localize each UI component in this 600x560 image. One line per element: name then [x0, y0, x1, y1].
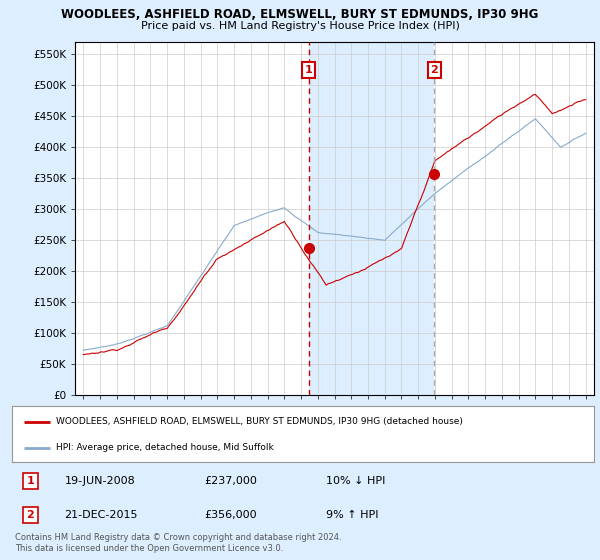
Text: Price paid vs. HM Land Registry's House Price Index (HPI): Price paid vs. HM Land Registry's House … — [140, 21, 460, 31]
Text: £237,000: £237,000 — [204, 476, 257, 486]
Text: 21-DEC-2015: 21-DEC-2015 — [64, 510, 138, 520]
Text: 10% ↓ HPI: 10% ↓ HPI — [326, 476, 386, 486]
Text: HPI: Average price, detached house, Mid Suffolk: HPI: Average price, detached house, Mid … — [56, 444, 274, 452]
Text: 2: 2 — [26, 510, 34, 520]
Text: 2: 2 — [431, 65, 439, 75]
Text: WOODLEES, ASHFIELD ROAD, ELMSWELL, BURY ST EDMUNDS, IP30 9HG: WOODLEES, ASHFIELD ROAD, ELMSWELL, BURY … — [61, 8, 539, 21]
Text: £356,000: £356,000 — [204, 510, 257, 520]
Bar — [309, 42, 434, 395]
Text: 19-JUN-2008: 19-JUN-2008 — [64, 476, 135, 486]
Text: WOODLEES, ASHFIELD ROAD, ELMSWELL, BURY ST EDMUNDS, IP30 9HG (detached house): WOODLEES, ASHFIELD ROAD, ELMSWELL, BURY … — [56, 417, 463, 426]
Text: 1: 1 — [26, 476, 34, 486]
Text: 9% ↑ HPI: 9% ↑ HPI — [326, 510, 379, 520]
Text: Contains HM Land Registry data © Crown copyright and database right 2024.
This d: Contains HM Land Registry data © Crown c… — [15, 533, 341, 553]
Text: 1: 1 — [305, 65, 313, 75]
